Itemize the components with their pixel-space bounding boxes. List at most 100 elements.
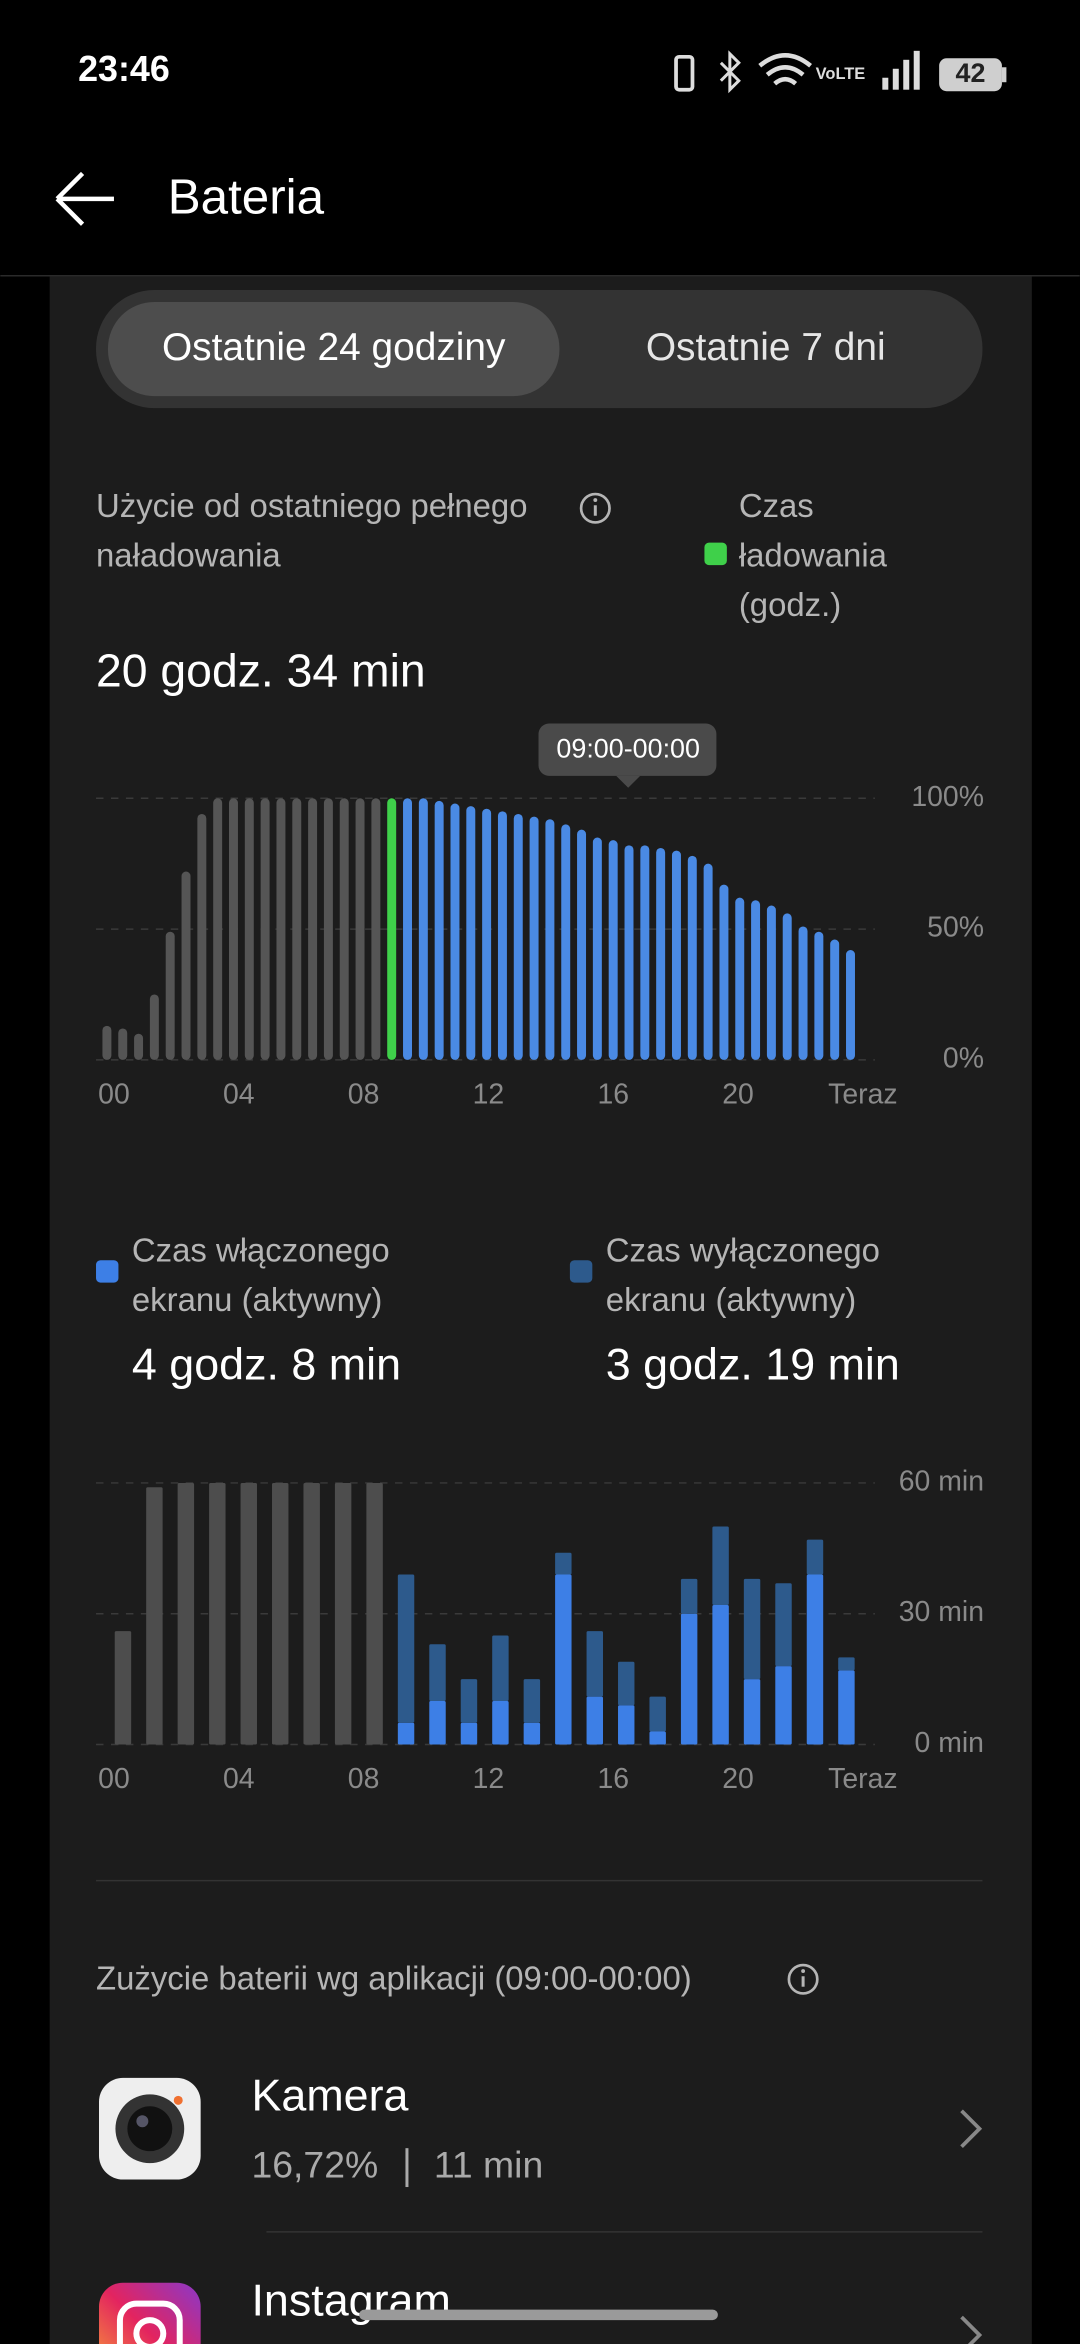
app-name[interactable]: Kamera — [251, 2070, 408, 2121]
svg-text:VoLTE: VoLTE — [816, 65, 866, 83]
legend-total: 3 godz. 19 min — [606, 1339, 900, 1390]
chevron[interactable] — [960, 2315, 983, 2344]
legend-label: Czas wyłączonego ekranu (aktywny) — [605, 1231, 880, 1319]
bar — [671, 850, 681, 1060]
bar — [397, 1722, 415, 1745]
bar — [492, 1700, 509, 1745]
bar — [292, 798, 302, 1060]
bar — [228, 798, 238, 1060]
bar — [838, 1657, 855, 1671]
bar — [118, 1028, 128, 1060]
app-time: 11 min — [434, 2143, 543, 2185]
bar — [806, 1574, 824, 1745]
usage-value: 20 godz. 34 min — [96, 644, 426, 696]
status-icons: VoLTE — [674, 50, 1007, 94]
bar — [798, 926, 808, 1060]
bar — [814, 931, 824, 1060]
bar — [260, 798, 270, 1060]
bar — [680, 1578, 698, 1614]
bar — [838, 1670, 855, 1745]
bar — [146, 1487, 163, 1745]
bar — [272, 1482, 289, 1745]
bar — [165, 931, 175, 1060]
info-icon[interactable] — [579, 492, 611, 524]
status-time: 23:46 — [78, 49, 170, 89]
bar — [649, 1696, 666, 1732]
bar — [434, 800, 444, 1060]
bar — [586, 1631, 604, 1697]
bar — [719, 884, 729, 1060]
app-icon — [99, 2282, 201, 2344]
bar — [339, 798, 349, 1060]
back-button[interactable] — [55, 171, 114, 226]
bar — [545, 819, 555, 1060]
bar — [371, 798, 381, 1060]
bar — [656, 847, 666, 1060]
bar — [460, 1679, 478, 1723]
x-tick-label: 08 — [348, 1763, 380, 1795]
x-tick-label: 08 — [348, 1078, 380, 1110]
bar — [323, 798, 333, 1060]
bar — [618, 1661, 635, 1706]
bar — [303, 1482, 320, 1745]
chevron[interactable] — [960, 2109, 983, 2148]
app-percent: 16,72% — [251, 2143, 378, 2185]
bar — [775, 1583, 792, 1667]
bar — [703, 863, 713, 1060]
y-tick-label: 30 min — [899, 1596, 984, 1628]
y-tick-label: 0 min — [915, 1727, 984, 1759]
x-tick-label: 00 — [98, 1763, 130, 1795]
x-tick-label: 20 — [722, 1763, 754, 1795]
bar — [712, 1605, 729, 1745]
legend-swatch — [96, 1260, 119, 1283]
bar — [624, 845, 634, 1060]
bar — [687, 855, 697, 1060]
bar — [680, 1613, 698, 1745]
x-tick-label: Teraz — [828, 1078, 897, 1110]
bar — [482, 808, 492, 1060]
x-tick-label: 16 — [597, 1763, 629, 1795]
usage-label: Użycie od ostatniego pełnego naładowania — [96, 487, 528, 575]
bar — [743, 1578, 761, 1680]
y-tick-label: 50% — [927, 912, 984, 944]
bar — [149, 994, 159, 1060]
bar — [523, 1722, 541, 1745]
bar — [830, 939, 840, 1060]
battery-level: 42 — [956, 58, 986, 88]
bar — [114, 1631, 132, 1745]
tab[interactable]: Ostatnie 7 dni — [646, 326, 886, 369]
bar — [308, 798, 318, 1060]
bar — [209, 1482, 226, 1745]
bar — [418, 798, 428, 1060]
legend-label: Czas włączonego ekranu (aktywny) — [131, 1231, 390, 1319]
bar — [592, 837, 602, 1060]
legend-swatch — [704, 542, 727, 566]
bar — [460, 1722, 478, 1745]
bar — [782, 913, 792, 1060]
bar — [766, 905, 776, 1060]
bar — [134, 1033, 144, 1060]
bar — [555, 1574, 572, 1745]
bar — [712, 1526, 729, 1606]
bar — [555, 1552, 572, 1575]
x-tick-label: Teraz — [828, 1763, 897, 1795]
tooltip-text: 09:00-00:00 — [556, 734, 700, 764]
home-indicator — [359, 2309, 718, 2321]
legend-total: 4 godz. 8 min — [132, 1339, 401, 1390]
legend-label: Czas ładowania (godz.) — [738, 487, 887, 624]
bar — [334, 1482, 352, 1745]
bar — [397, 1574, 415, 1723]
x-tick-label: 04 — [223, 1078, 255, 1110]
bar — [387, 798, 397, 1060]
bar — [513, 813, 523, 1060]
info-icon[interactable] — [787, 1963, 819, 1995]
x-tick-label: 00 — [98, 1078, 130, 1110]
app-icon — [99, 2077, 201, 2180]
bar — [492, 1635, 509, 1701]
apps-title: Zużycie baterii wg aplikacji (09:00-00:0… — [96, 1959, 692, 1996]
bar — [177, 1482, 195, 1745]
bar — [523, 1679, 541, 1723]
tab[interactable]: Ostatnie 24 godziny — [162, 326, 506, 369]
